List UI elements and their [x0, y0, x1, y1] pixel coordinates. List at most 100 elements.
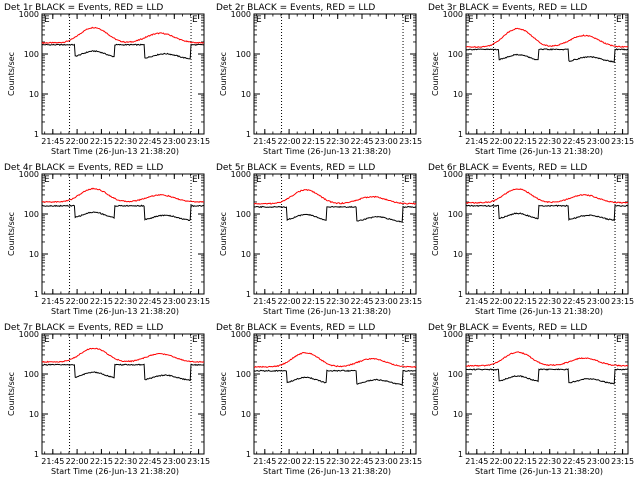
y-axis-label: Counts/sec [219, 52, 228, 96]
x-tick-label: 22:15 [302, 137, 325, 146]
y-tick-label: 10 [453, 410, 463, 419]
x-tick-label: 22:45 [138, 297, 161, 306]
y-tick-label: 1000 [443, 170, 463, 179]
x-tick-label: 22:00 [66, 137, 89, 146]
x-tick-label: 23:00 [375, 297, 398, 306]
panel-title: Det 5r BLACK = Events, RED = LLD [216, 163, 375, 173]
x-tick-label: 22:45 [350, 297, 373, 306]
x-tick-label: 22:45 [350, 457, 373, 466]
x-tick-label: 23:00 [375, 457, 398, 466]
x-tick-label: 22:15 [90, 457, 113, 466]
marker-label-left: E [44, 15, 50, 25]
x-tick-label: 22:45 [138, 457, 161, 466]
y-axis-label: Counts/sec [219, 212, 228, 256]
y-tick-label: 10 [29, 250, 39, 259]
plot-frame [253, 173, 417, 295]
x-axis-label: Start Time (26-Jun-13 21:38:20) [51, 467, 179, 476]
y-tick-label: 10 [453, 90, 463, 99]
y-axis-label: Counts/sec [431, 212, 440, 256]
x-axis-label: Start Time (26-Jun-13 21:38:20) [263, 467, 391, 476]
x-tick-label: 23:15 [399, 297, 422, 306]
x-tick-label: 22:30 [114, 457, 137, 466]
plot-frame [465, 333, 629, 455]
x-tick-label: 23:15 [399, 457, 422, 466]
y-tick-label: 1000 [19, 330, 39, 339]
y-tick-label: 1 [34, 450, 39, 459]
x-tick-label: 23:15 [187, 457, 210, 466]
y-axis-label: Counts/sec [431, 372, 440, 416]
y-tick-label: 1 [458, 450, 463, 459]
x-tick-label: 22:30 [326, 457, 349, 466]
panel-title: Det 2r BLACK = Events, RED = LLD [216, 3, 375, 13]
x-tick-label: 22:15 [302, 297, 325, 306]
panel-title: Det 7r BLACK = Events, RED = LLD [4, 323, 163, 333]
panel-title: Det 4r BLACK = Events, RED = LLD [4, 163, 163, 173]
plot-frame [41, 173, 205, 295]
panel-det-6: Det 6r BLACK = Events, RED = LLD 1 10 100 10… [428, 163, 634, 316]
x-axis-label: Start Time (26-Jun-13 21:38:20) [51, 147, 179, 156]
y-tick-label: 1 [458, 130, 463, 139]
marker-label-right: E [404, 175, 410, 185]
marker-label-left: E [468, 175, 474, 185]
x-tick-label: 21:45 [253, 137, 276, 146]
y-tick-label: 10 [241, 410, 251, 419]
y-axis-label: Counts/sec [7, 212, 16, 256]
panel-det-5: Det 5r BLACK = Events, RED = LLD 1 10 100 10… [216, 163, 422, 316]
x-tick-label: 23:15 [399, 137, 422, 146]
y-axis-label: Counts/sec [219, 372, 228, 416]
panel-det-9: Det 9r BLACK = Events, RED = LLD 1 10 100 10… [428, 323, 634, 476]
x-tick-label: 22:30 [538, 457, 561, 466]
x-tick-label: 22:15 [302, 457, 325, 466]
x-axis-label: Start Time (26-Jun-13 21:38:20) [475, 147, 603, 156]
x-tick-label: 22:00 [66, 457, 89, 466]
x-tick-label: 22:30 [538, 297, 561, 306]
panel-title: Det 8r BLACK = Events, RED = LLD [216, 323, 375, 333]
y-tick-label: 1 [246, 290, 251, 299]
x-tick-label: 21:45 [253, 457, 276, 466]
x-tick-label: 23:00 [163, 137, 186, 146]
plot-frame [465, 173, 629, 295]
x-axis-label: Start Time (26-Jun-13 21:38:20) [475, 307, 603, 316]
x-axis-label: Start Time (26-Jun-13 21:38:20) [51, 307, 179, 316]
y-tick-label: 100 [448, 50, 463, 59]
plot-frame [465, 13, 629, 135]
y-tick-label: 10 [241, 250, 251, 259]
x-tick-label: 22:45 [562, 137, 585, 146]
plot-frame [41, 333, 205, 455]
y-tick-label: 1000 [19, 170, 39, 179]
panel-title: Det 1r BLACK = Events, RED = LLD [4, 3, 163, 13]
y-tick-label: 100 [24, 210, 39, 219]
lld-series-line [253, 189, 416, 205]
panel-det-1: Det 1r BLACK = Events, RED = LLD 1 10 100 10… [4, 3, 210, 156]
y-tick-label: 1000 [231, 170, 251, 179]
y-tick-label: 100 [448, 210, 463, 219]
panel-det-8: Det 8r BLACK = Events, RED = LLD 1 10 100 10… [216, 323, 422, 476]
marker-label-left: E [44, 335, 50, 345]
x-tick-label: 22:30 [538, 137, 561, 146]
x-tick-label: 22:00 [278, 297, 301, 306]
marker-label-left: E [256, 175, 262, 185]
x-tick-label: 22:45 [350, 137, 373, 146]
y-tick-label: 10 [29, 90, 39, 99]
x-tick-label: 23:00 [163, 457, 186, 466]
events-series-line [41, 363, 205, 382]
y-tick-label: 1000 [231, 330, 251, 339]
marker-label-left: E [44, 175, 50, 185]
x-tick-label: 23:15 [611, 297, 634, 306]
panel-title: Det 9r BLACK = Events, RED = LLD [428, 323, 587, 333]
x-tick-label: 23:00 [375, 137, 398, 146]
x-axis-label: Start Time (26-Jun-13 21:38:20) [263, 307, 391, 316]
x-tick-label: 21:45 [41, 297, 64, 306]
marker-label-right: E [616, 15, 622, 25]
lld-series-line [465, 27, 629, 48]
y-tick-label: 100 [236, 210, 251, 219]
x-tick-label: 21:45 [465, 297, 488, 306]
x-tick-label: 23:00 [587, 457, 610, 466]
x-tick-label: 21:45 [465, 457, 488, 466]
lld-series-line [253, 351, 417, 369]
panel-det-4: Det 4r BLACK = Events, RED = LLD 1 10 100 10… [4, 163, 210, 316]
x-axis-label: Start Time (26-Jun-13 21:38:20) [475, 467, 603, 476]
x-tick-label: 22:15 [90, 297, 113, 306]
